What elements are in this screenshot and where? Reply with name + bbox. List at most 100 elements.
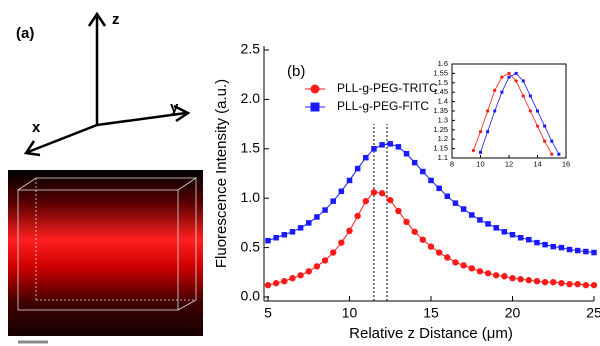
data-point [543, 125, 546, 128]
micrograph [8, 170, 203, 336]
data-point [550, 279, 556, 285]
data-point [567, 247, 573, 253]
axis-name: z [112, 11, 120, 28]
data-point [542, 279, 548, 285]
data-point [500, 91, 503, 94]
y-tick-label: 1.25 [433, 125, 448, 134]
data-point [493, 110, 496, 113]
data-point [485, 270, 491, 276]
data-point [290, 229, 296, 235]
data-point [363, 155, 369, 161]
data-point [289, 275, 295, 281]
data-point [453, 200, 459, 206]
data-point [322, 257, 328, 263]
data-point [396, 144, 402, 150]
data-point [583, 249, 589, 255]
axis-name: x [32, 119, 41, 136]
data-point [412, 229, 418, 235]
data-point [534, 278, 540, 284]
y-tick-label: 1.15 [433, 144, 448, 153]
y-tick-label: 1.0 [241, 189, 261, 205]
data-point [536, 124, 539, 127]
data-point [517, 276, 523, 282]
data-point [479, 151, 482, 154]
x-tick-label: 14 [533, 160, 541, 169]
data-point [371, 189, 377, 195]
axis-name: y [170, 99, 179, 116]
x-tick-label: 8 [450, 160, 454, 169]
data-point [477, 268, 483, 274]
data-point [404, 151, 410, 157]
y-tick-label: 1.55 [433, 68, 448, 77]
y-tick-label: 1.35 [433, 106, 448, 115]
data-point [314, 263, 320, 269]
data-point [526, 237, 532, 243]
x-tick-label: 5 [264, 304, 272, 320]
y-tick-label: 0.0 [241, 288, 261, 304]
data-point [461, 206, 467, 212]
data-point [298, 225, 304, 231]
data-point [550, 153, 553, 156]
data-point [575, 248, 581, 254]
legend-marker [311, 103, 320, 112]
data-point [575, 281, 581, 287]
y-tick-label: 1.1 [438, 153, 448, 162]
data-point [542, 242, 548, 248]
data-point [445, 193, 451, 199]
y-tick-label: 1.5 [241, 140, 261, 156]
data-point [347, 178, 353, 184]
data-point [265, 238, 271, 244]
y-tick-label: 2.0 [241, 90, 261, 106]
data-point [371, 146, 377, 152]
x-tick-label: 25 [586, 304, 600, 320]
data-point [444, 254, 450, 260]
data-point [428, 178, 434, 184]
series-line [268, 192, 594, 285]
legend-marker [311, 85, 320, 94]
data-point [428, 243, 434, 249]
data-point [452, 259, 458, 265]
data-point [509, 275, 515, 281]
legend-label: PLL-g-PEG-FITC [337, 99, 429, 113]
y-tick-label: 1.6 [438, 59, 448, 68]
axes-diagram [26, 14, 188, 155]
y-tick-label: 0.5 [241, 238, 261, 254]
data-point [543, 139, 546, 142]
data-point [379, 190, 385, 196]
data-point [566, 281, 572, 287]
data-point [534, 240, 540, 246]
x-tick-label: 12 [505, 160, 513, 169]
data-point [265, 282, 271, 288]
data-point [322, 207, 328, 213]
x-tick-label: 16 [562, 160, 570, 169]
data-point [510, 232, 516, 238]
panel-label: (a) [16, 25, 34, 42]
page: (a) z y x 0.00.51.01.52.02.5510152025(b)… [0, 0, 600, 346]
data-point [339, 189, 345, 195]
data-point [436, 186, 442, 192]
x-tick-label: 10 [476, 160, 484, 169]
data-point [282, 232, 288, 238]
data-point [379, 142, 385, 148]
data-point [273, 235, 279, 241]
data-point [330, 198, 336, 204]
data-point [559, 245, 565, 251]
data-point [346, 228, 352, 234]
x-axis-label: Relative z Distance (μm) [349, 325, 513, 342]
data-point [529, 94, 532, 97]
data-point [436, 249, 442, 255]
data-point [536, 110, 539, 113]
data-point [330, 249, 336, 255]
figure: (a) z y x 0.00.51.01.52.02.5510152025(b)… [0, 0, 600, 346]
data-point [493, 89, 496, 92]
data-point [306, 220, 312, 226]
data-point [297, 272, 303, 278]
y-tick-label: 1.2 [438, 134, 448, 143]
data-point [472, 149, 475, 152]
legend-label: PLL-g-PEG-TRITC [337, 81, 438, 95]
data-point [508, 76, 511, 79]
data-point [501, 273, 507, 279]
data-point [529, 109, 532, 112]
data-point [518, 235, 524, 241]
data-point [486, 130, 489, 133]
